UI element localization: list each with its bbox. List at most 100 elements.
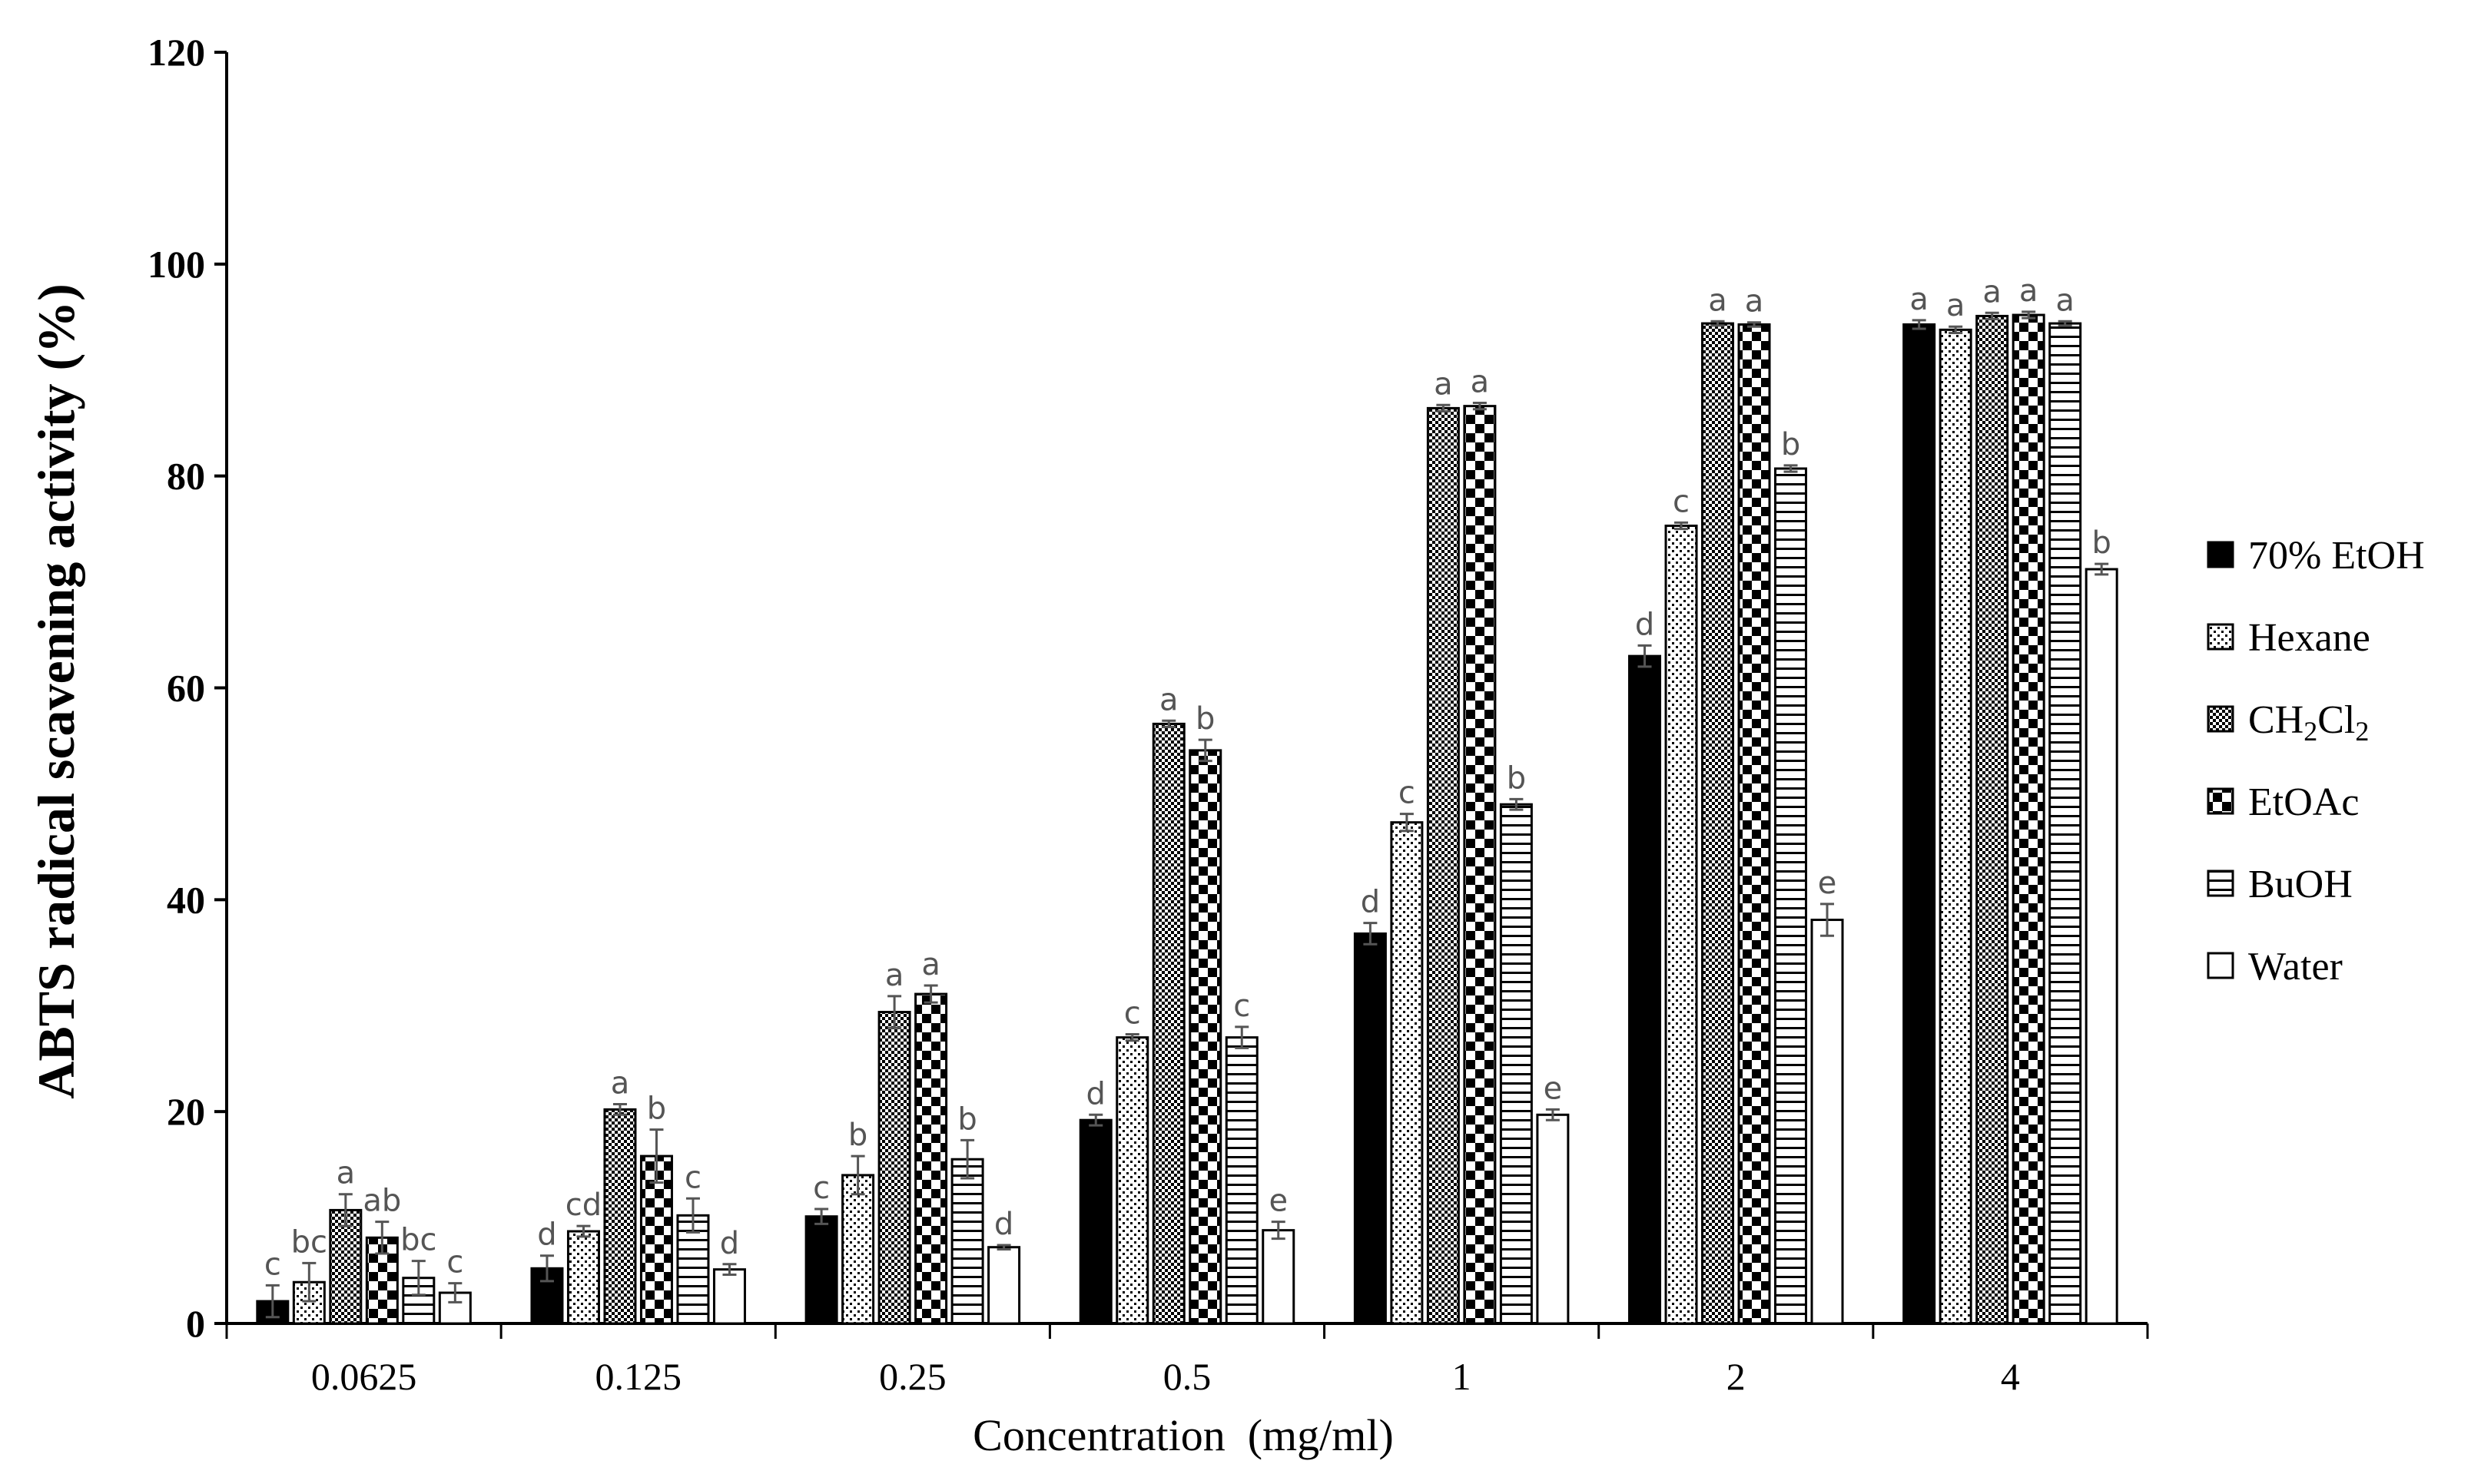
significance-letter: b	[647, 1091, 666, 1127]
bar-70-etoh	[804, 1215, 838, 1325]
x-tick-label: 1	[1452, 1355, 1471, 1398]
x-tick-label: 0.5	[1163, 1355, 1212, 1398]
significance-letter: e	[1269, 1184, 1288, 1219]
x-ticks: 0.0625 0.125 0.25 0.5 1 2 4	[225, 1323, 2149, 1398]
significance-letter: d	[1086, 1076, 1106, 1111]
y-tick-label: 0	[186, 1302, 205, 1345]
bar-ch2cl2	[877, 1011, 911, 1325]
bar-etoac	[1189, 749, 1222, 1325]
significance-letter: e	[1818, 866, 1837, 901]
legend-entry-water: Water	[2207, 945, 2343, 989]
legend-entry-70-etoh: 70% EtOH	[2207, 534, 2425, 578]
significance-letter: a	[1982, 274, 2002, 310]
legend: 70% EtOH Hexane CH2Cl2 EtOAc BuOH Water	[2207, 534, 2425, 989]
significance-letter: d	[1635, 607, 1654, 642]
significance-letter: b	[957, 1101, 977, 1137]
bar-hexane	[1116, 1036, 1149, 1325]
legend-entry-buoh: BuOH	[2207, 863, 2353, 906]
significance-letter: a	[2055, 283, 2075, 318]
bar-etoac	[2012, 313, 2045, 1325]
significance-letter: a	[2019, 273, 2038, 309]
bar-water	[1262, 1229, 1295, 1325]
bar-ch2cl2	[603, 1108, 637, 1325]
y-axis-title: ABTS radical scavening activity (%)	[27, 283, 85, 1099]
y-tick-label: 40	[167, 878, 205, 921]
bar-etoac	[1737, 323, 1771, 1325]
error-bars	[265, 310, 2109, 1319]
bar-etoac	[914, 992, 948, 1325]
bar-hexane	[841, 1174, 875, 1325]
x-axis-title: Concentration (mg/ml)	[973, 1410, 1394, 1460]
x-tick-label: 0.125	[595, 1355, 682, 1398]
bar-70-etoh	[1353, 932, 1387, 1325]
bar-hexane	[292, 1280, 326, 1325]
significance-letter: d	[720, 1226, 739, 1261]
significance-letter: a	[1745, 284, 1764, 320]
bar-hexane	[566, 1230, 600, 1325]
y-tick-label: 20	[167, 1090, 205, 1133]
legend-label-70-etoh: 70% EtOH	[2248, 534, 2425, 578]
bar-ch2cl2	[1426, 406, 1460, 1325]
significance-letter: a	[921, 947, 940, 982]
significance-letter: c	[685, 1160, 701, 1195]
bar-buoh	[1774, 467, 1808, 1325]
significance-letter: a	[885, 958, 904, 993]
significance-letter: a	[1946, 288, 1965, 323]
y-tick-label: 80	[167, 455, 205, 498]
legend-swatch-water	[2207, 952, 2234, 979]
significance-letter: a	[611, 1066, 630, 1101]
significance-letter: d	[537, 1217, 556, 1253]
legend-swatch-etoac	[2207, 787, 2234, 815]
bar-ch2cl2	[1975, 314, 2009, 1325]
legend-label-hexane: Hexane	[2248, 616, 2370, 660]
legend-label-etoac: EtOAc	[2248, 780, 2359, 824]
significance-letter: cd	[566, 1188, 602, 1223]
significance-letter: b	[1196, 701, 1215, 737]
significance-letter: c	[1398, 776, 1415, 811]
legend-swatch-ch2cl2	[2207, 705, 2234, 733]
significance-letter: b	[848, 1118, 867, 1153]
legend-label-buoh: BuOH	[2248, 863, 2353, 906]
bar-70-etoh	[1079, 1118, 1113, 1325]
significance-letter: d	[1361, 885, 1380, 920]
bar-hexane	[1390, 821, 1424, 1325]
bar-buoh	[1499, 803, 1533, 1325]
bar-etoac	[1463, 405, 1497, 1325]
bar-water	[712, 1268, 746, 1325]
significance-letter: c	[1673, 484, 1690, 519]
x-tick-label: 0.0625	[311, 1355, 417, 1398]
bar-buoh	[950, 1158, 984, 1325]
significance-letter: bc	[400, 1223, 436, 1258]
legend-entry-hexane: Hexane	[2207, 616, 2370, 660]
significance-letter: c	[264, 1247, 281, 1282]
x-tick-label: 2	[1726, 1355, 1746, 1398]
significance-letter: a	[1909, 282, 1929, 317]
y-ticks: 0 20 40 60 80 100 120	[148, 31, 227, 1345]
y-tick-label: 120	[148, 31, 205, 74]
y-tick-label: 60	[167, 667, 205, 710]
bar-hexane	[1939, 328, 1972, 1325]
bar-water	[1536, 1113, 1570, 1325]
significance-letter: c	[1124, 995, 1141, 1031]
significance-letter: bc	[291, 1224, 327, 1260]
significance-letter: b	[1507, 760, 1526, 796]
significance-letter: a	[1434, 366, 1453, 402]
legend-swatch-hexane	[2207, 623, 2234, 651]
legend-label-water: Water	[2248, 945, 2343, 989]
significance-letter: c	[813, 1171, 830, 1206]
bars	[256, 313, 2118, 1325]
legend-swatch-70-etoh	[2207, 541, 2234, 568]
x-tick-label: 4	[2001, 1355, 2020, 1398]
significance-letter: a	[337, 1156, 356, 1191]
significance-letter: e	[1544, 1071, 1563, 1106]
bar-ch2cl2	[1152, 722, 1186, 1325]
legend-label-ch2cl2: CH2Cl2	[2248, 698, 2369, 747]
significance-letter: a	[1471, 365, 1490, 400]
legend-entry-etoac: EtOAc	[2207, 780, 2359, 824]
bar-water	[2085, 568, 2118, 1325]
legend-swatch-buoh	[2207, 870, 2234, 897]
significance-letter: ab	[363, 1184, 401, 1219]
bar-buoh	[2048, 322, 2082, 1325]
